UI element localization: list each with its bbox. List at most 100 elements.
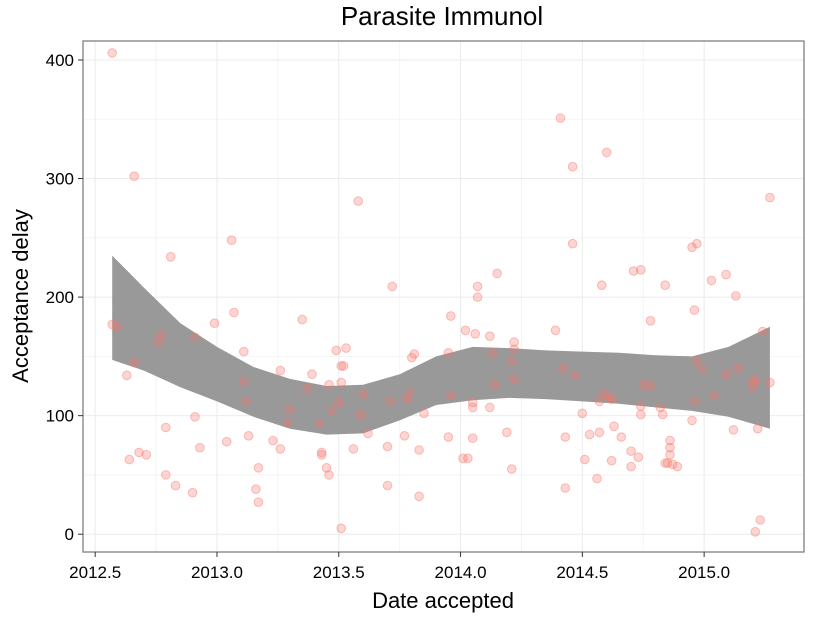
data-point [316,447,327,458]
data-point [636,409,646,420]
data-point [446,390,456,401]
data-point [657,409,668,420]
data-point [628,266,639,276]
data-point [489,380,500,390]
data-point [314,419,325,429]
data-point [731,291,741,301]
data-point [765,377,775,388]
data-point [153,337,164,347]
data-point [655,402,666,413]
data-point [307,369,317,380]
data-point [709,390,719,401]
data-point [592,473,602,484]
data-point [161,470,171,480]
x-axis-title: Date accepted [372,588,514,613]
data-point [580,454,590,465]
y-tick-label: 400 [46,51,74,70]
data-point [382,441,393,452]
x-tick-label: 2015.0 [678,563,730,582]
x-tick-label: 2012.5 [69,563,121,582]
data-point [633,452,644,463]
data-point [446,311,456,321]
data-point [558,363,568,374]
data-point [472,281,483,292]
data-point [443,432,454,442]
data-point [752,423,763,434]
data-point [124,454,135,465]
data-point [414,445,424,455]
y-axis: 0 100 200 300 400 [46,51,83,544]
data-point [506,356,517,366]
data-point [195,442,205,453]
plot-panel-border [82,40,805,553]
data-point [636,265,646,275]
y-tick-label: 300 [46,170,74,189]
data-point [275,365,286,376]
data-point [129,357,139,368]
data-point [170,480,181,491]
data-point [165,251,176,262]
data-point [599,389,610,400]
data-point [616,432,627,442]
data-point [467,397,478,408]
data-point [509,374,519,384]
data-point [243,431,254,441]
data-point [567,238,578,249]
data-point [239,376,249,387]
data-point [414,491,424,502]
data-point [604,393,614,403]
data-point [458,453,468,464]
data-point [665,442,675,453]
data-point [253,497,264,508]
data-point [112,321,122,332]
data-point [689,305,700,315]
data-point [268,435,278,446]
confidence-band [112,255,770,435]
data-point [748,382,758,393]
data-point [550,325,561,336]
x-tick-label: 2014.5 [556,563,608,582]
data-point [485,331,495,342]
data-point [567,161,578,172]
data-point [316,450,327,460]
data-point [660,458,671,468]
data-point [321,463,332,473]
data-point [584,429,595,440]
data-point [728,425,739,435]
data-point [750,375,761,385]
data-point [229,307,239,318]
data-point [419,408,429,419]
y-tick-label: 0 [65,525,74,544]
data-point [251,484,261,495]
smooth-band [112,255,770,435]
data-point [606,394,617,404]
data-point [355,409,366,420]
data-point [672,461,683,472]
data-point [331,345,342,356]
data-point [594,396,605,407]
data-points [107,48,775,537]
data-point [226,235,237,245]
data-point [282,418,293,428]
data-point [336,523,347,534]
data-point [662,458,673,468]
gridlines [83,41,804,552]
data-point [107,319,117,330]
data-point [470,329,481,339]
data-point [404,388,415,398]
data-point [560,483,571,493]
data-point [297,314,308,325]
y-axis-title: Acceptance delay [8,209,33,383]
data-point [134,447,144,458]
y-tick-label: 100 [46,407,74,426]
data-point [626,446,636,457]
x-tick-label: 2013.5 [313,563,365,582]
data-point [326,406,337,416]
data-point [750,527,761,537]
data-point [755,515,766,525]
data-point [399,431,410,441]
data-point [463,453,473,464]
data-point [129,171,139,181]
data-point [363,428,373,439]
